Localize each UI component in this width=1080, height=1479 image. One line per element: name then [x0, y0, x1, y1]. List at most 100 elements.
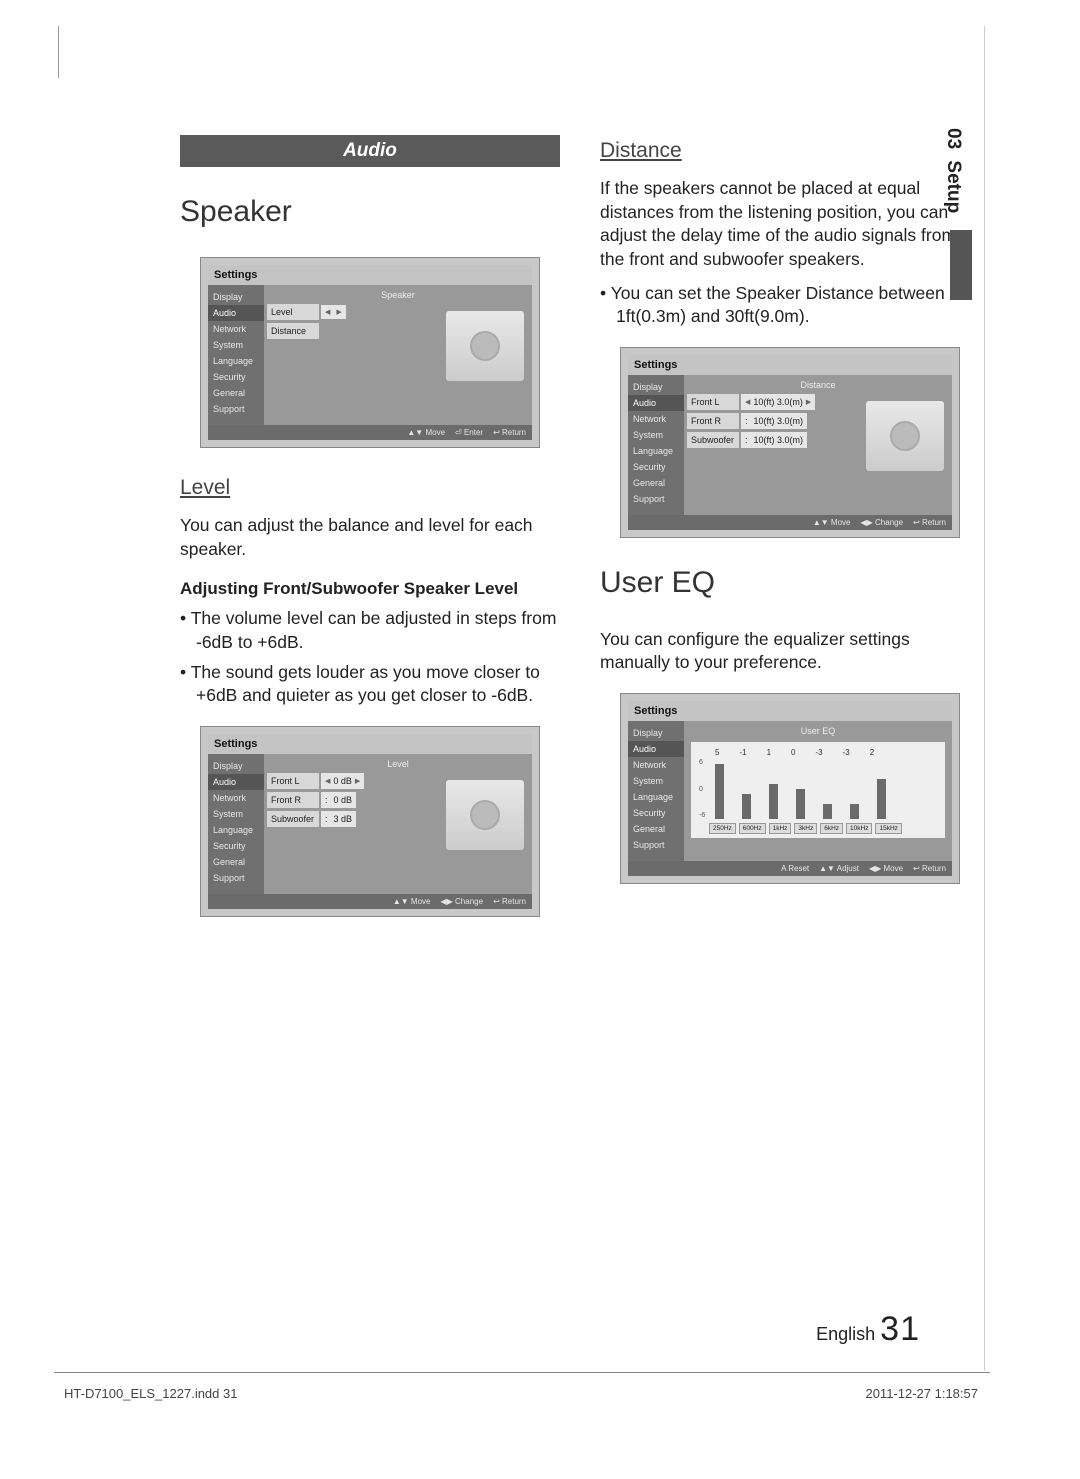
room-preview [446, 780, 524, 850]
eq-bar[interactable] [769, 784, 778, 819]
sidebar-item[interactable]: Network [208, 321, 264, 337]
sidebar-item[interactable]: Network [628, 411, 684, 427]
hint: ▲▼ Move [813, 518, 851, 527]
eq-scale-tick: 6 [699, 759, 705, 766]
panel-head: Distance [687, 378, 949, 394]
shot-title: Settings [628, 355, 952, 375]
option-label: Front L [267, 773, 319, 789]
columns: Audio Speaker Settings DisplayAudioNetwo… [180, 135, 980, 945]
option-value[interactable]: :10(ft) 3.0(m) [741, 413, 807, 429]
screenshot-level: Settings DisplayAudioNetworkSystemLangua… [200, 726, 540, 917]
sidebar-item[interactable]: System [208, 337, 264, 353]
footer-line [54, 1372, 990, 1373]
p-distance: If the speakers cannot be placed at equa… [600, 177, 980, 272]
col-separator [984, 26, 985, 1371]
sidebar-item[interactable]: Audio [628, 741, 684, 757]
shot-sidebar: DisplayAudioNetworkSystemLanguageSecurit… [208, 754, 264, 894]
hint-bar: A Reset▲▼ Adjust◀▶ Move↩ Return [628, 861, 952, 876]
p-usereq: You can configure the equalizer settings… [600, 628, 980, 675]
option-value[interactable]: :0 dB [321, 792, 356, 808]
option-value[interactable]: :10(ft) 3.0(m) [741, 432, 807, 448]
sidebar-item[interactable]: Support [208, 401, 264, 417]
option-label: Subwoofer [687, 432, 739, 448]
hint: ◀▶ Change [441, 897, 484, 906]
bullet: The sound gets louder as you move closer… [180, 661, 560, 708]
p-adjusting: Adjusting Front/Subwoofer Speaker Level [180, 579, 560, 599]
sidebar-item[interactable]: Language [208, 353, 264, 369]
footer-timestamp: 2011-12-27 1:18:57 [865, 1386, 978, 1401]
option-value[interactable]: ◀10(ft) 3.0(m)▶ [741, 394, 815, 410]
sidebar-item[interactable]: Audio [208, 305, 264, 321]
shot-sidebar: DisplayAudioNetworkSystemLanguageSecurit… [628, 375, 684, 515]
sidebar-item[interactable]: System [208, 806, 264, 822]
panel-head: Level [267, 757, 529, 773]
option-value[interactable]: ◀▶ [321, 305, 346, 319]
side-tab: 03 Setup [942, 128, 964, 213]
sidebar-item[interactable]: Support [628, 837, 684, 853]
eq-bar[interactable] [823, 804, 832, 819]
hint: ▲▼ Move [407, 428, 445, 437]
eq-bar[interactable] [850, 804, 859, 819]
sidebar-item[interactable]: Support [208, 870, 264, 886]
heading-distance: Distance [600, 139, 980, 163]
sidebar-item[interactable]: Network [208, 790, 264, 806]
eq-bars: 60-6 [697, 759, 939, 819]
sidebar-item[interactable]: System [628, 427, 684, 443]
chapter-num: 03 [943, 128, 964, 149]
eq-value: 1 [767, 748, 771, 757]
sidebar-item[interactable]: Audio [208, 774, 264, 790]
eq-value: -1 [739, 748, 746, 757]
hint: ◀▶ Move [869, 864, 903, 873]
p-level: You can adjust the balance and level for… [180, 514, 560, 561]
eq-freq: 250Hz600Hz1kHz3kHz6kHz10kHz15kHz [697, 823, 939, 834]
panel-head: Speaker [267, 288, 529, 304]
shot-title: Settings [208, 265, 532, 285]
sidebar-item[interactable]: General [208, 854, 264, 870]
sidebar-item[interactable]: Language [208, 822, 264, 838]
eq-bar[interactable] [796, 789, 805, 819]
hint-bar: ▲▼ Move◀▶ Change↩ Return [208, 894, 532, 909]
sidebar-item[interactable]: General [208, 385, 264, 401]
eq-value: -3 [815, 748, 822, 757]
sidebar-item[interactable]: Support [628, 491, 684, 507]
sidebar-item[interactable]: Security [628, 459, 684, 475]
eq-bar[interactable] [877, 779, 886, 819]
footer-file: HT-D7100_ELS_1227.indd 31 [64, 1386, 237, 1401]
option-value[interactable]: :3 dB [321, 811, 356, 827]
sidebar-item[interactable]: General [628, 821, 684, 837]
chapter-label: Setup [943, 160, 964, 213]
sidebar-item[interactable]: System [628, 773, 684, 789]
sidebar-item[interactable]: Security [208, 369, 264, 385]
eq-value: -3 [843, 748, 850, 757]
page: 03 Setup Audio Speaker Settings DisplayA… [0, 0, 1080, 1479]
hint: ↩ Return [493, 897, 526, 906]
crop-mark [58, 26, 59, 78]
eq-values: 5-110-3-32 [697, 748, 939, 757]
sidebar-item[interactable]: Language [628, 789, 684, 805]
thumb-tab [950, 230, 972, 300]
hint: ↩ Return [913, 518, 946, 527]
shot-sidebar: DisplayAudioNetworkSystemLanguageSecurit… [628, 721, 684, 861]
sidebar-item[interactable]: Display [628, 725, 684, 741]
sidebar-item[interactable]: Audio [628, 395, 684, 411]
eq-bar[interactable] [742, 794, 751, 819]
eq-scale-tick: -6 [699, 812, 705, 819]
sidebar-item[interactable]: Security [628, 805, 684, 821]
eq-scale: 60-6 [699, 759, 705, 819]
sidebar-item[interactable]: Language [628, 443, 684, 459]
sidebar-item[interactable]: Display [208, 289, 264, 305]
option-label: Level [267, 304, 319, 320]
option-value[interactable]: ◀0 dB▶ [321, 773, 364, 789]
hint: ▲▼ Adjust [819, 864, 859, 873]
room-preview [446, 311, 524, 381]
sidebar-item[interactable]: Display [208, 758, 264, 774]
sidebar-item[interactable]: Display [628, 379, 684, 395]
eq-bar[interactable] [715, 764, 724, 819]
hint: ◀▶ Change [861, 518, 904, 527]
sidebar-item[interactable]: Network [628, 757, 684, 773]
shot-title: Settings [208, 734, 532, 754]
eq-freq-label: 250Hz [709, 823, 736, 834]
sidebar-item[interactable]: General [628, 475, 684, 491]
sidebar-item[interactable]: Security [208, 838, 264, 854]
option-label: Front R [687, 413, 739, 429]
